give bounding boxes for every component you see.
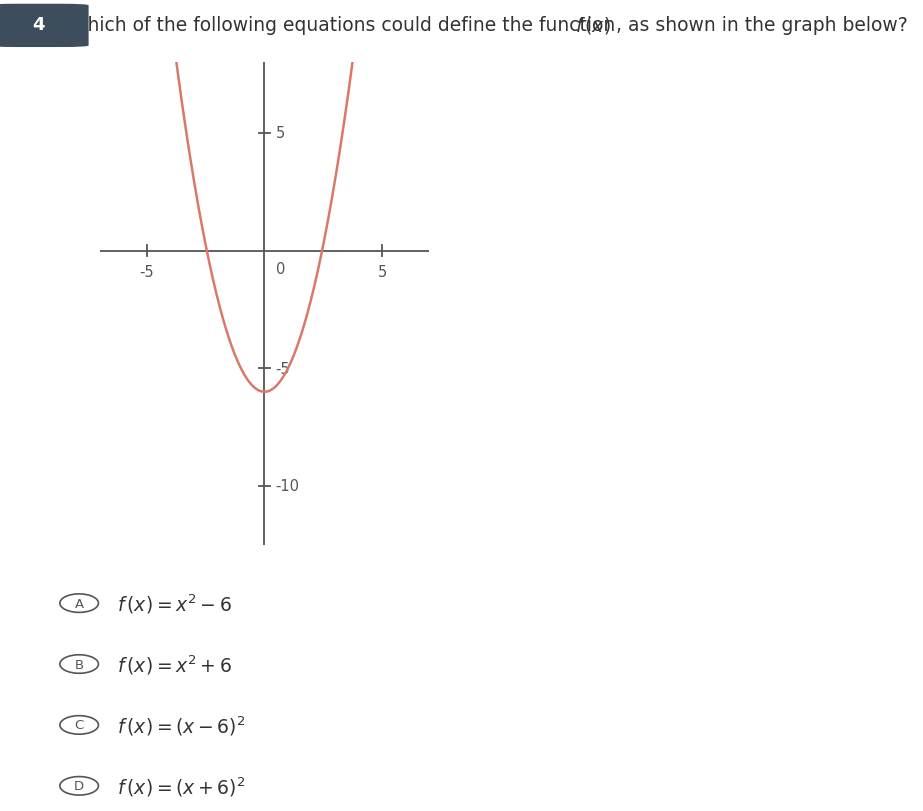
Text: -5: -5 xyxy=(275,361,290,376)
Text: 5: 5 xyxy=(378,264,387,280)
Text: Which of the following equations could define the function: Which of the following equations could d… xyxy=(69,16,621,35)
Text: 5: 5 xyxy=(275,127,285,141)
Text: $f\,(x) = x^2 - 6$: $f\,(x) = x^2 - 6$ xyxy=(117,592,233,615)
Text: D: D xyxy=(74,779,84,792)
Text: 0: 0 xyxy=(275,262,285,277)
Text: , as shown in the graph below?: , as shown in the graph below? xyxy=(616,16,907,35)
Text: A: A xyxy=(75,597,84,610)
FancyBboxPatch shape xyxy=(0,5,89,48)
Text: -5: -5 xyxy=(139,264,154,280)
Text: C: C xyxy=(75,719,84,732)
Text: $f\,(x) = (x + 6)^2$: $f\,(x) = (x + 6)^2$ xyxy=(117,775,246,797)
Text: B: B xyxy=(75,658,84,671)
Text: $f\,(x) = x^2 + 6$: $f\,(x) = x^2 + 6$ xyxy=(117,653,233,676)
Text: -10: -10 xyxy=(275,478,299,494)
Text: $f\,(x)$: $f\,(x)$ xyxy=(575,15,611,36)
Text: 4: 4 xyxy=(32,16,45,34)
Text: $f\,(x) = (x - 6)^2$: $f\,(x) = (x - 6)^2$ xyxy=(117,714,246,736)
